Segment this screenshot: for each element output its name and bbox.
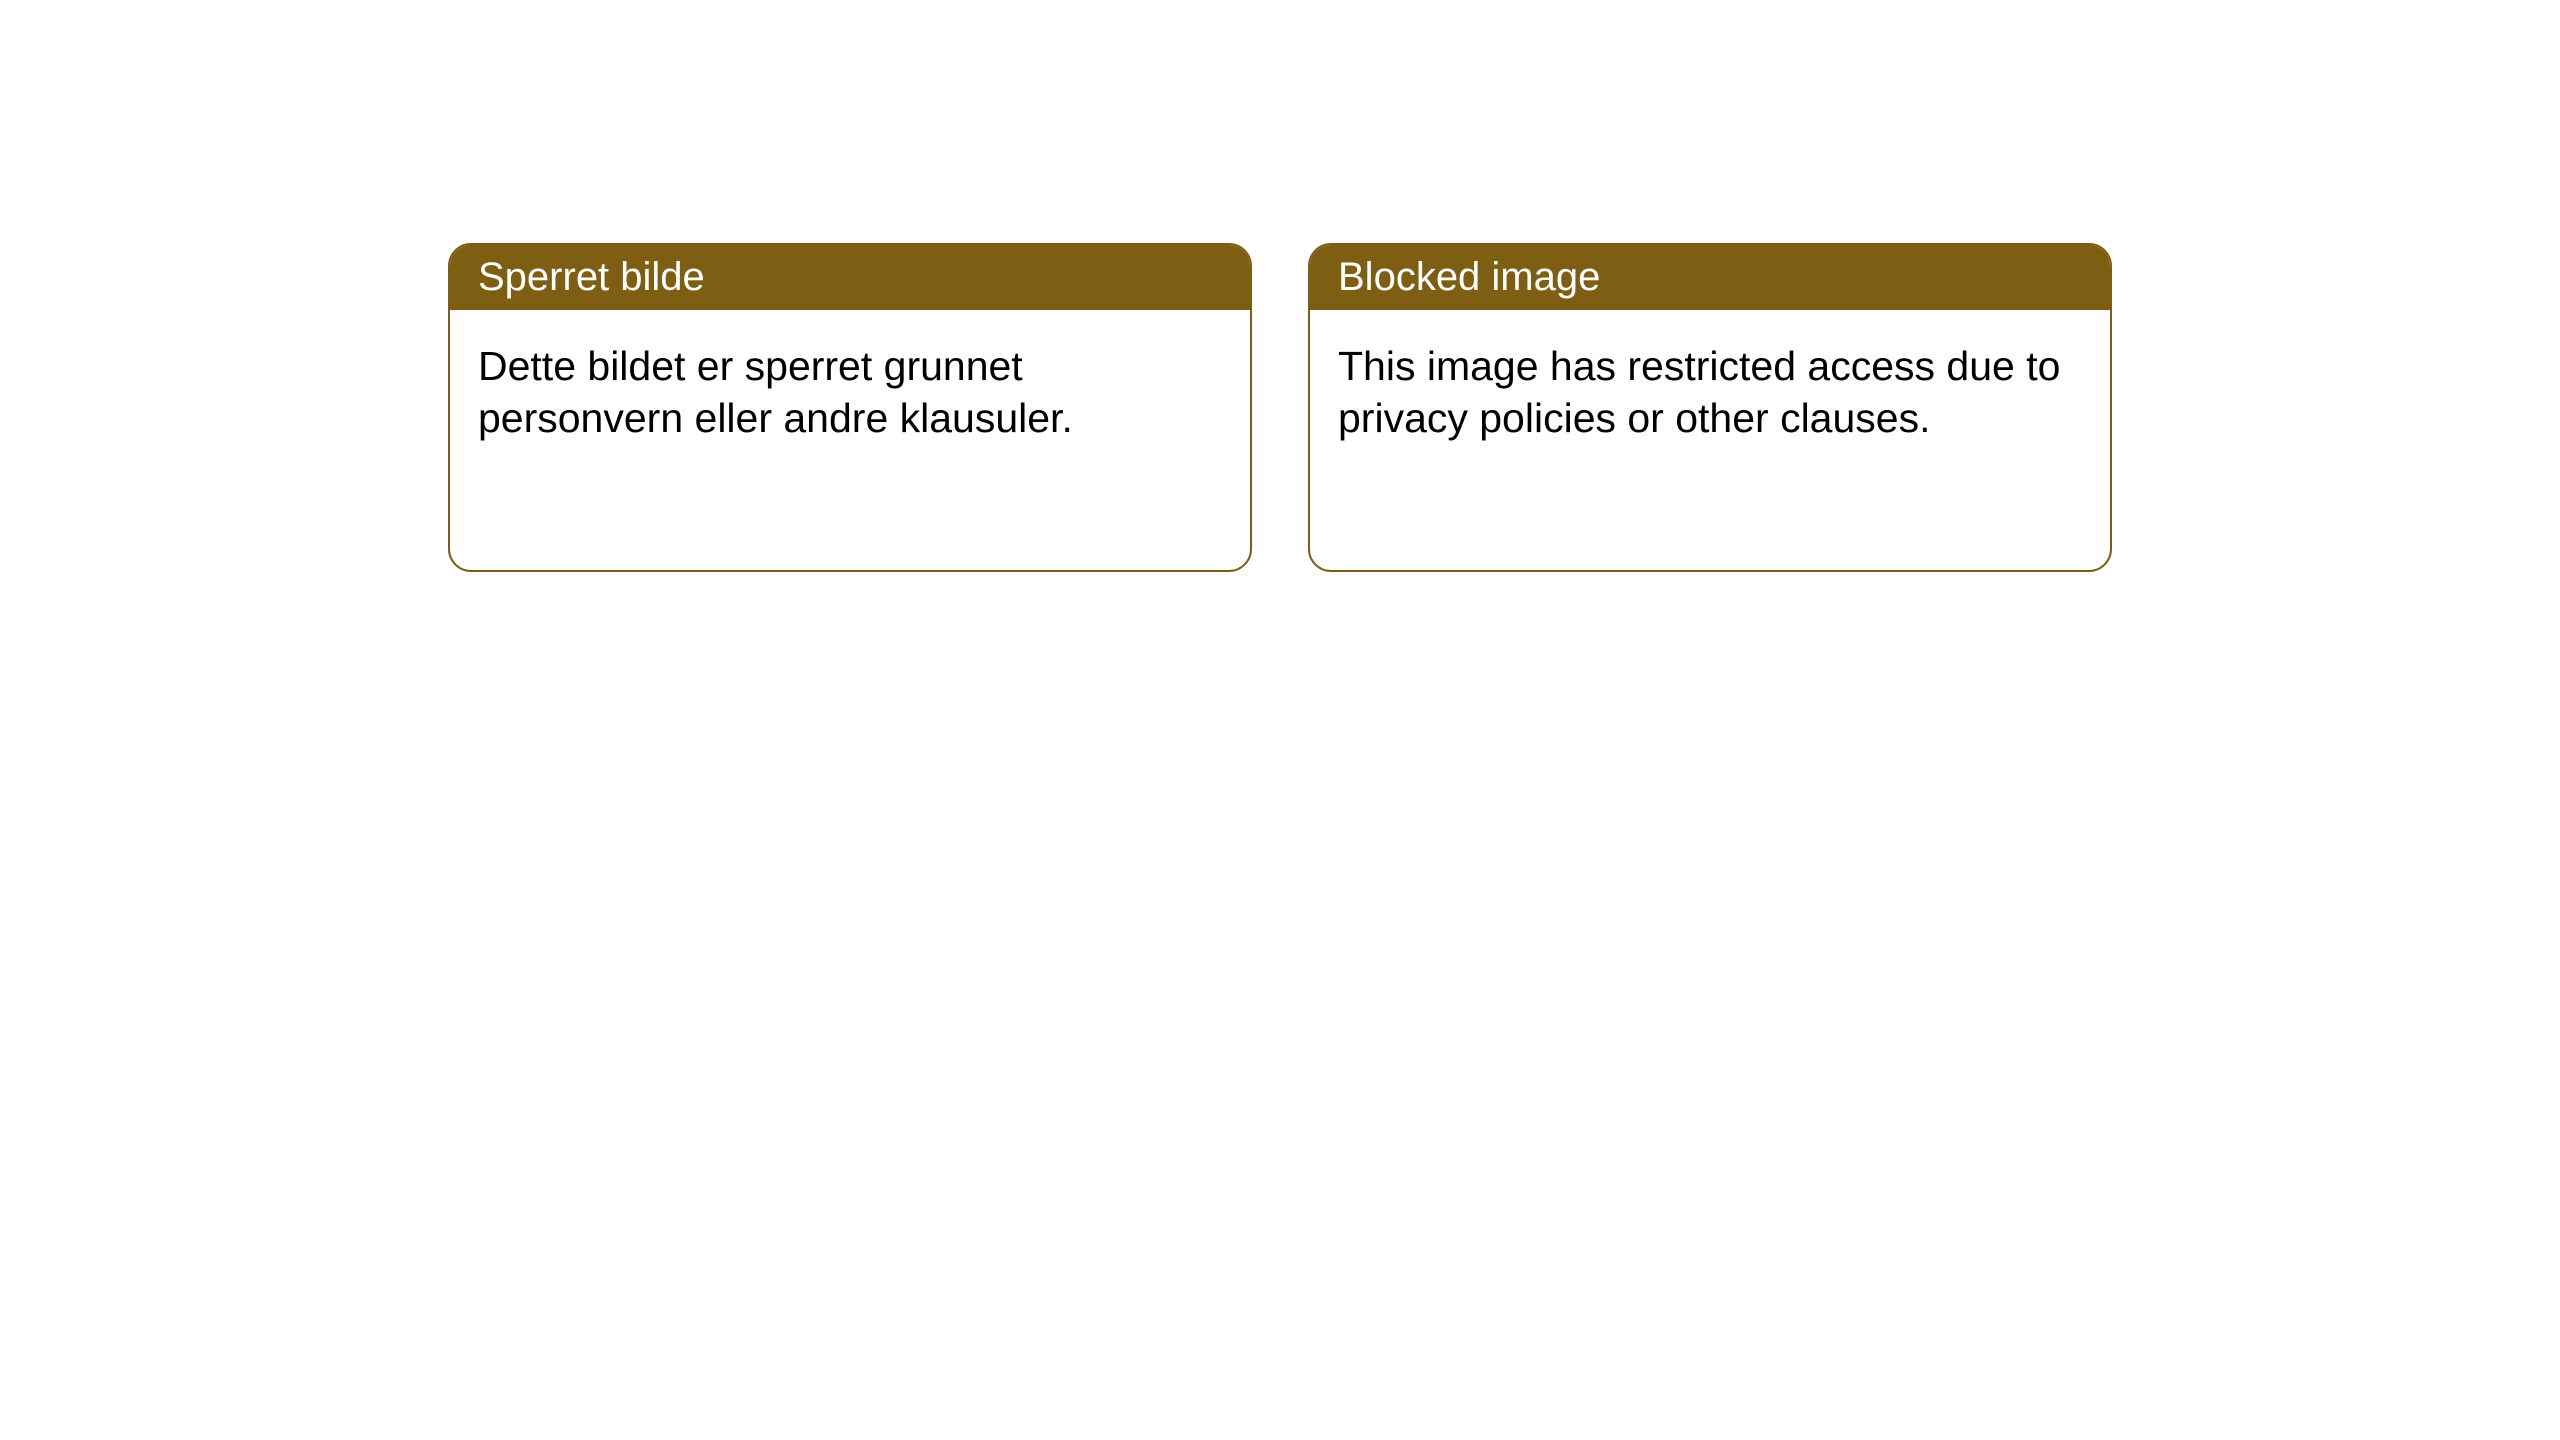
- notice-card-english: Blocked image This image has restricted …: [1308, 243, 2112, 572]
- card-header: Blocked image: [1310, 245, 2110, 310]
- card-body-text: Dette bildet er sperret grunnet personve…: [478, 343, 1073, 441]
- notice-card-norwegian: Sperret bilde Dette bildet er sperret gr…: [448, 243, 1252, 572]
- notice-cards-container: Sperret bilde Dette bildet er sperret gr…: [448, 243, 2112, 572]
- card-body: This image has restricted access due to …: [1310, 310, 2110, 570]
- card-body-text: This image has restricted access due to …: [1338, 343, 2060, 441]
- card-title: Blocked image: [1338, 255, 1600, 299]
- card-header: Sperret bilde: [450, 245, 1250, 310]
- card-body: Dette bildet er sperret grunnet personve…: [450, 310, 1250, 570]
- card-title: Sperret bilde: [478, 255, 705, 299]
